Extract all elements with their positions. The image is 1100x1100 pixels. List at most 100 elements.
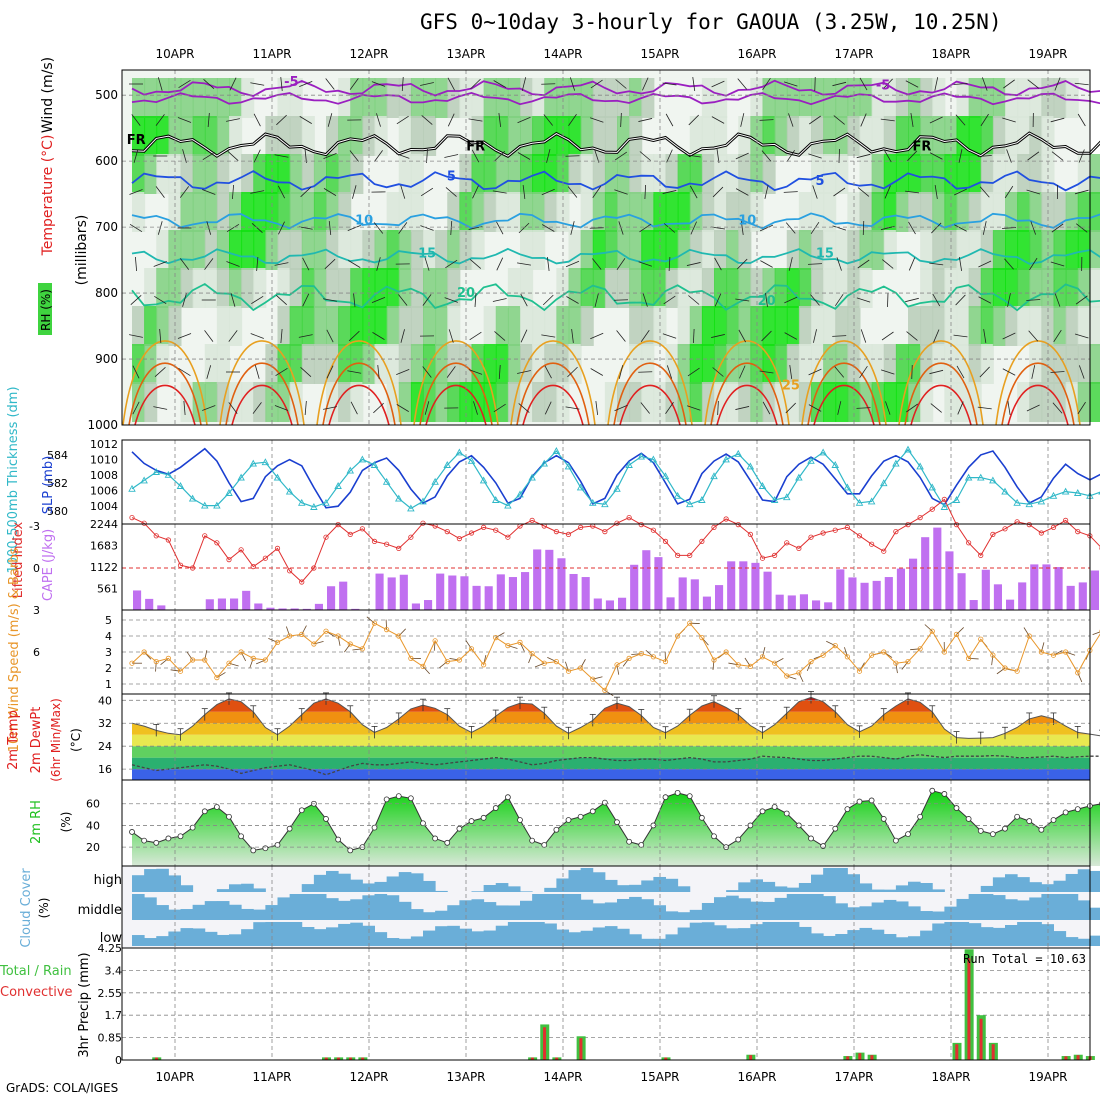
- cloud-cell: [1005, 899, 1018, 920]
- wind-barb: [444, 154, 459, 158]
- rh-cell: [980, 268, 994, 308]
- lifted-index-point: [881, 548, 887, 554]
- wind-barb: [302, 257, 310, 271]
- rh-cell: [1029, 268, 1043, 308]
- wind-barb: [153, 406, 168, 410]
- rh-point: [905, 831, 911, 838]
- wind-barb: [546, 257, 550, 271]
- li-tick-label: -3: [29, 520, 40, 533]
- cloud-cell: [786, 894, 800, 920]
- rh-cell: [386, 382, 400, 422]
- rh-cell: [992, 154, 1006, 194]
- rh-cell: [156, 230, 170, 270]
- slp-line: [131, 447, 1100, 509]
- wind-barb: [352, 185, 357, 199]
- cape-tick-label: 2244: [90, 518, 118, 531]
- temperature-band: [132, 746, 1090, 758]
- rh-cell: [435, 268, 449, 308]
- rh-cell: [604, 116, 618, 156]
- wind-barb: [953, 188, 968, 196]
- rh-cell: [1053, 230, 1067, 270]
- rh-cell: [920, 306, 934, 346]
- rh-cell: [156, 78, 170, 118]
- precip-convective-bar: [955, 1044, 959, 1060]
- rh-point: [735, 836, 742, 843]
- cape-bar: [339, 581, 348, 610]
- rh-cell: [156, 306, 170, 346]
- wind-tick-label: 3: [105, 646, 112, 659]
- rh-cell: [241, 78, 255, 118]
- lifted-index-point: [456, 535, 462, 542]
- rh-cell: [386, 192, 400, 232]
- wind-barb: [129, 189, 143, 195]
- wind-barb: [543, 114, 553, 126]
- wind-barb: [808, 404, 822, 412]
- rh-cell: [895, 116, 909, 156]
- rh-cell: [180, 268, 194, 308]
- cloud-cell: [617, 885, 630, 892]
- cape-bar: [1090, 570, 1099, 610]
- rh-cell: [435, 306, 449, 346]
- wind-barb: [445, 259, 458, 269]
- cape-bar: [642, 550, 651, 610]
- boundary-layer-contour: [413, 340, 499, 426]
- wind-barb: [170, 669, 181, 672]
- lifted-index-point: [711, 524, 717, 531]
- cloud-cell: [641, 880, 654, 892]
- rh-cell: [326, 382, 340, 422]
- wind-barb: [788, 257, 793, 271]
- cloud-cell: [301, 884, 315, 892]
- rh-cell: [1041, 230, 1055, 270]
- rh-point: [892, 837, 899, 844]
- rh-cell: [1065, 230, 1079, 270]
- cloud-cell: [277, 897, 291, 920]
- cloud-cell: [1053, 931, 1067, 946]
- wind-barb: [955, 114, 966, 126]
- wind-barb: [620, 112, 622, 128]
- wind-speed-point: [371, 620, 378, 626]
- rh-point: [626, 838, 633, 845]
- rh-cell: [992, 306, 1006, 346]
- wind-barb: [301, 625, 307, 635]
- wind-barb: [472, 185, 479, 199]
- rh-cell: [301, 268, 315, 308]
- rh-cell: [1089, 268, 1100, 308]
- rh-cell: [1089, 382, 1100, 422]
- thickness-point: [601, 500, 609, 508]
- wind-barb: [313, 641, 324, 645]
- wind-barb: [202, 405, 216, 411]
- rh-point: [1026, 818, 1033, 824]
- thickness-point: [443, 461, 452, 468]
- wind-speed-point: [590, 676, 596, 682]
- wind-barb: [1092, 631, 1100, 635]
- wind-barb: [590, 368, 604, 376]
- wind-barb: [323, 298, 337, 302]
- wind-barb: [507, 645, 518, 649]
- rh-cell: [835, 154, 849, 194]
- lifted-index-point: [214, 540, 220, 546]
- rh-cell: [689, 306, 703, 346]
- cloud-cell: [641, 899, 654, 920]
- contour-label: FR: [912, 140, 931, 155]
- temperature-band: [132, 700, 1090, 712]
- lifted-index-point: [250, 563, 256, 570]
- cloud-cell: [483, 930, 497, 946]
- wind-barb: [447, 113, 455, 127]
- rh-cell: [871, 192, 885, 232]
- wind-barb: [422, 666, 430, 675]
- temperature-tick-label: 32: [98, 717, 112, 730]
- rh-cell: [968, 116, 982, 156]
- wind-speed-point: [541, 660, 547, 666]
- cloud-cell: [980, 927, 994, 946]
- rh-cell: [289, 268, 303, 308]
- rh-cell: [968, 192, 982, 232]
- wind-barb: [735, 152, 749, 160]
- wind-speed-point: [1075, 670, 1081, 676]
- lifted-index-point: [299, 579, 305, 585]
- rh-cell: [483, 382, 497, 422]
- wind-barb: [614, 404, 628, 412]
- wind-barb: [1023, 627, 1030, 637]
- lifted-index-point: [602, 528, 608, 535]
- wind-barb: [448, 329, 454, 343]
